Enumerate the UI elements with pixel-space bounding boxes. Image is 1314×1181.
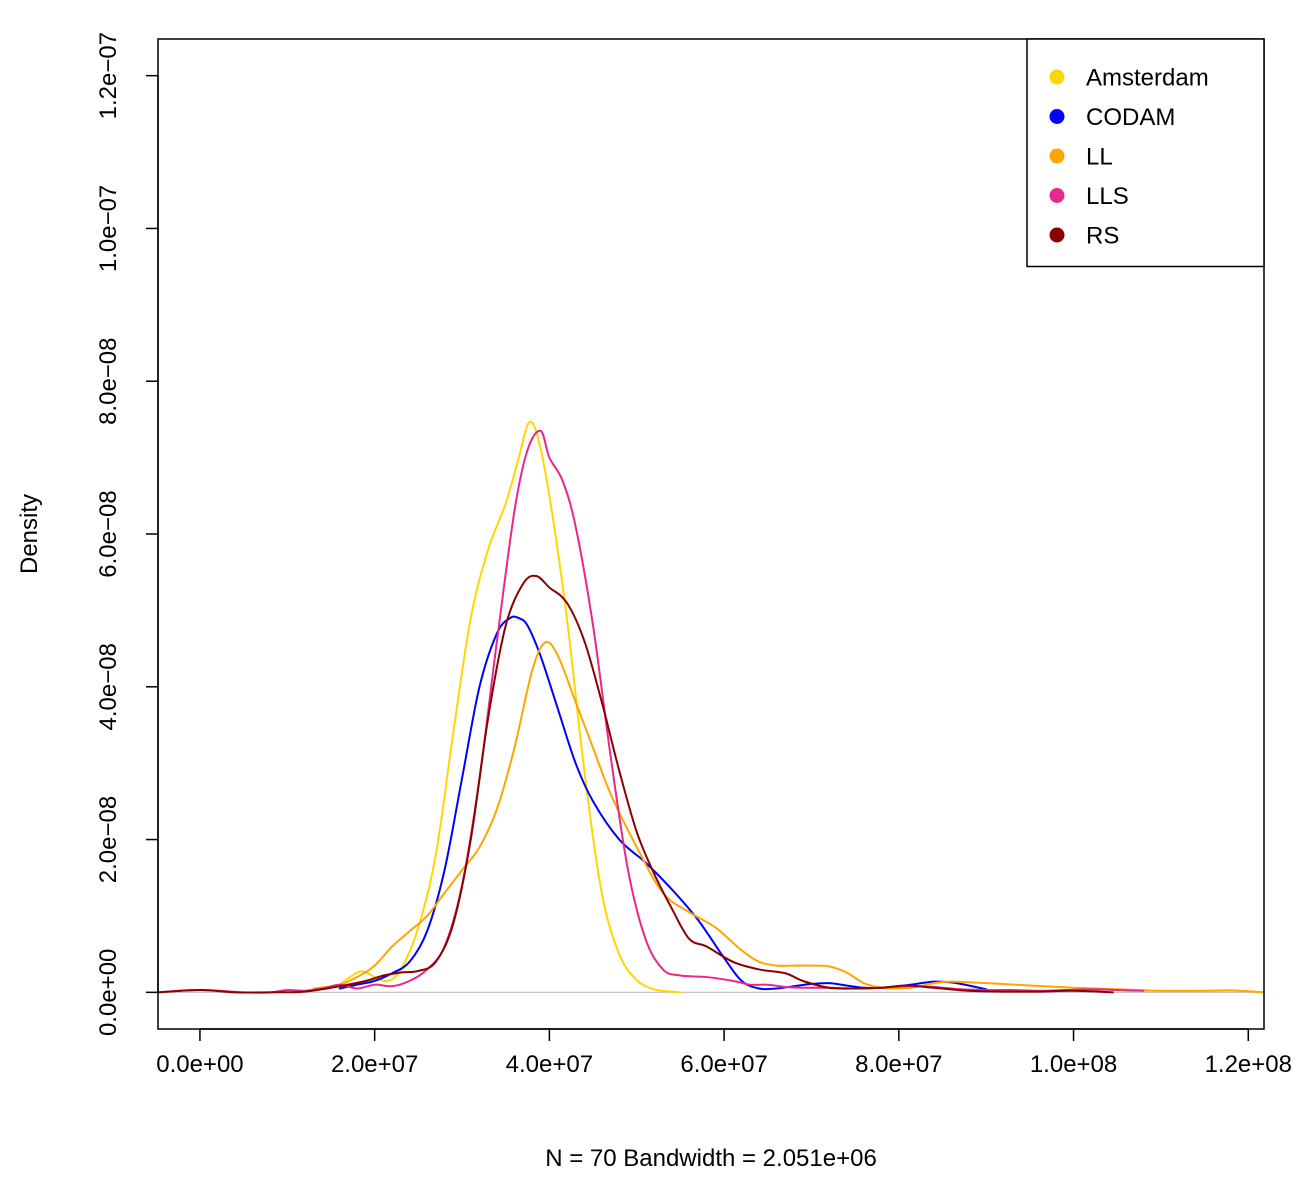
- legend-label: RS: [1086, 223, 1119, 250]
- y-tick-label: 1.2e−07: [95, 32, 122, 119]
- legend-label: Amsterdam: [1086, 65, 1209, 92]
- legend-marker: [1049, 227, 1065, 243]
- series-line-rs: [157, 574, 1114, 994]
- legend-marker: [1049, 109, 1065, 124]
- legend-marker: [1049, 188, 1065, 203]
- y-axis-label: Density: [16, 494, 43, 574]
- x-axis-label: N = 70 Bandwidth = 2.051e+06: [545, 1145, 877, 1172]
- x-tick-label: 2.0e+07: [331, 1051, 418, 1078]
- x-tick-label: 8.0e+07: [855, 1051, 942, 1078]
- series-line-amsterdam: [338, 420, 682, 994]
- legend-marker: [1049, 148, 1065, 164]
- y-tick-label: 0.0e+00: [95, 949, 122, 1036]
- y-axis: 0.0e+00 2.0e−08 4.0e−08 6.0e−08 8.0e−08 1.0e−…: [95, 32, 159, 1036]
- series-line-ll: [312, 640, 1265, 994]
- y-tick-label: 1.0e−07: [95, 185, 122, 272]
- y-tick-label: 8.0e−08: [95, 338, 122, 425]
- x-tick-label: 0.0e+00: [156, 1051, 243, 1078]
- series-line-lls: [157, 429, 1145, 994]
- legend-label: LLS: [1086, 183, 1129, 210]
- x-tick-label: 1.2e+08: [1205, 1051, 1292, 1078]
- legend: Amsterdam CODAM LL LLS RS: [1026, 38, 1265, 268]
- legend-label: CODAM: [1086, 104, 1175, 131]
- y-tick-label: 4.0e−08: [95, 643, 122, 730]
- y-tick-label: 6.0e−08: [95, 490, 122, 577]
- x-tick-label: 4.0e+07: [506, 1051, 593, 1078]
- x-axis: 0.0e+00 2.0e+07 4.0e+07 6.0e+07 8.0e+07 1.0e+…: [156, 1028, 1292, 1078]
- x-tick-label: 1.0e+08: [1030, 1051, 1117, 1078]
- legend-marker: [1049, 69, 1065, 85]
- legend-label: LL: [1086, 144, 1113, 171]
- legend-box: [1026, 38, 1265, 268]
- series-line-codam: [338, 615, 988, 991]
- series-layer: [157, 420, 1265, 994]
- y-tick-label: 2.0e−08: [95, 796, 122, 883]
- x-tick-label: 6.0e+07: [680, 1051, 767, 1078]
